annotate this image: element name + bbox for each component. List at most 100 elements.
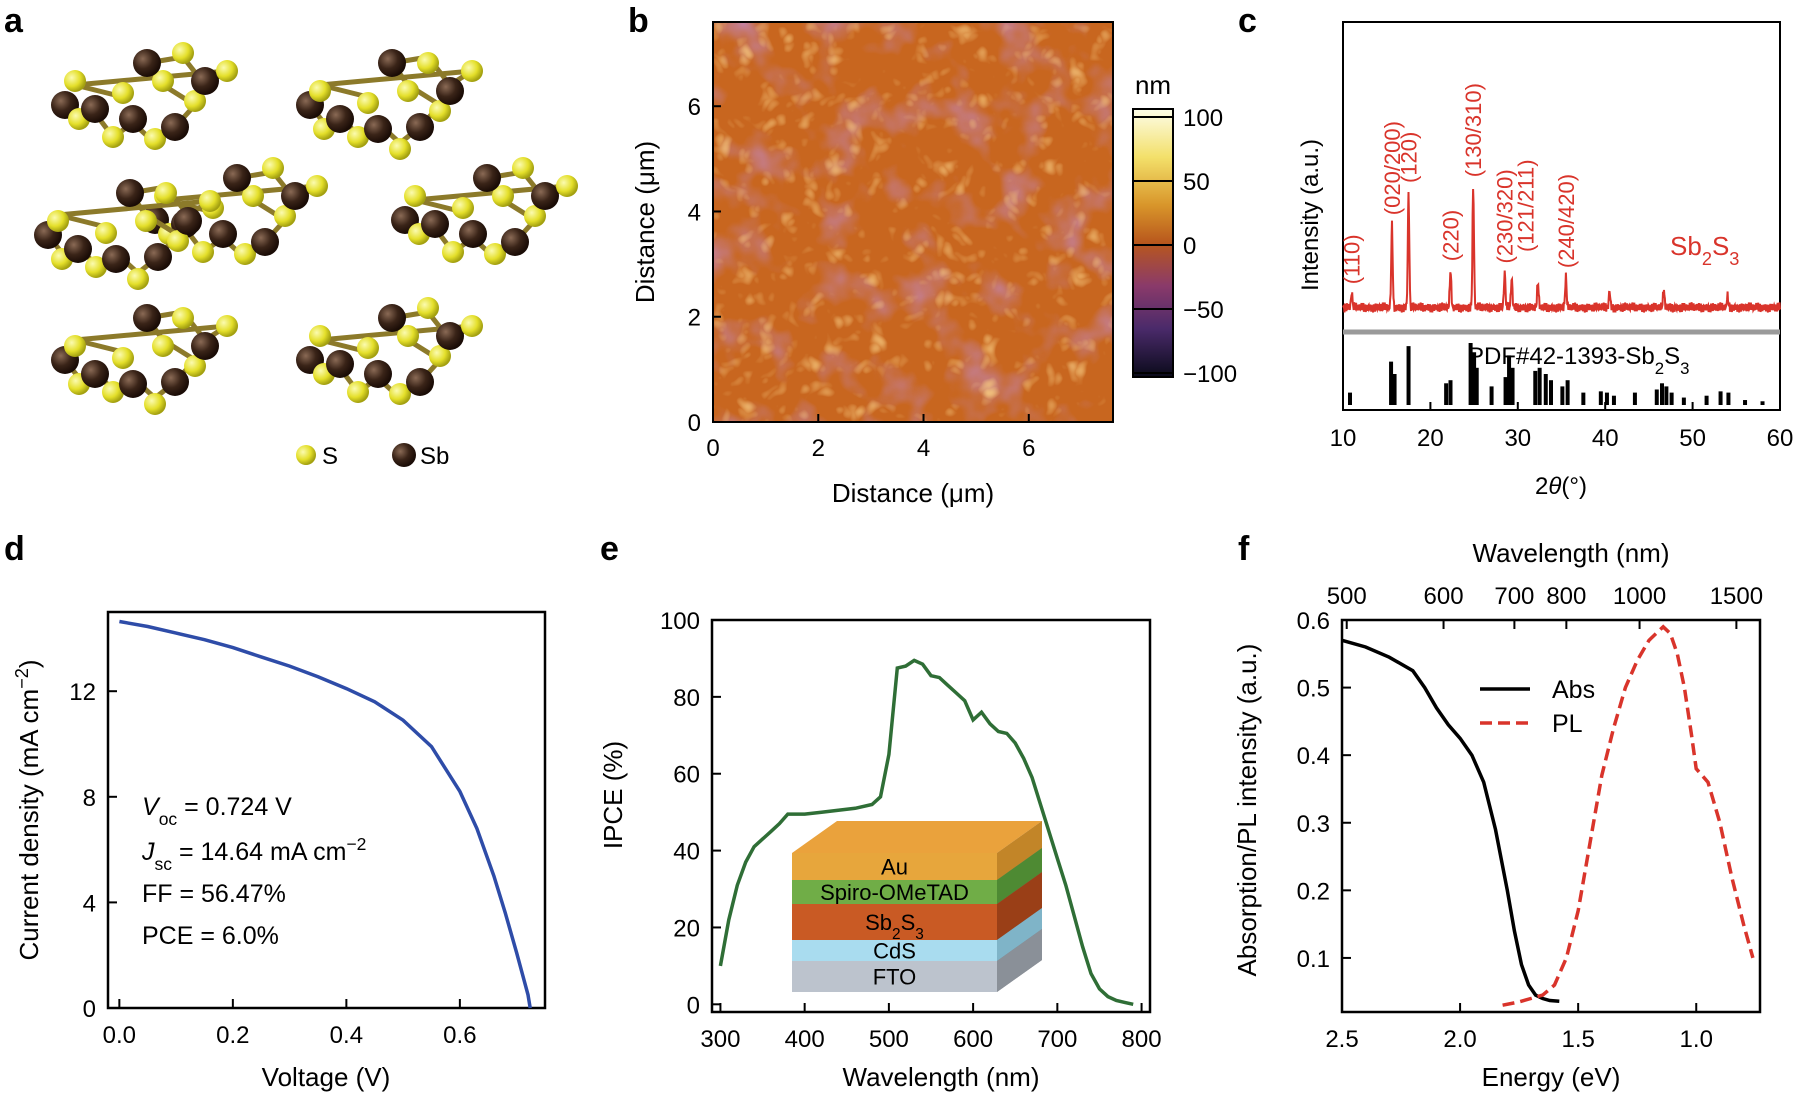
abspl-x2tick-label: 500 [1327,583,1367,610]
s-atom [152,70,174,92]
voc-annotation: Voc = 0.724 V [142,793,292,829]
s-atom [172,307,194,329]
colorbar-ticks: 100 50 0 −50 −100 [1133,105,1237,388]
sb-atom [501,228,529,256]
sb-atom [81,95,109,123]
abspl-ylabel: Absorption/PL intensity (a.u.) [1232,644,1262,977]
afm-texture-light [713,22,1113,422]
sb-atom [144,243,172,271]
s-atom [64,70,86,92]
ipce-chart: 300 400 500 600 700 800 0 20 40 60 80 100 Wavelength… [598,608,1162,1092]
s-atom [347,381,369,403]
s-atom [152,335,174,357]
s-atom [492,185,514,207]
colorbar [1132,108,1174,378]
xrd-sample-trace [1342,188,1781,314]
bond [57,198,211,218]
pl-curve [1502,624,1755,1007]
layer-label: Au [881,855,908,880]
structure-unit [296,49,483,160]
sb-atom [436,322,464,350]
ipce-ytick-label: 20 [673,915,700,942]
jv-ytick-label: 8 [83,785,96,812]
afm-xtick-label: 0 [706,435,719,462]
s-atom [234,243,256,265]
s-atom [262,157,284,179]
s-atom [309,80,331,102]
abspl-x2tick-label: 800 [1546,583,1586,610]
ff-annotation: FF = 56.47% [142,880,286,908]
sb-atom [102,245,130,273]
jv-xlabel: Voltage (V) [262,1062,391,1092]
sb-atom [326,105,354,133]
abspl-x2tick-label: 600 [1424,583,1464,610]
s-atom [556,175,578,197]
legend-s-label: S [322,443,338,470]
abspl-ytick-label: 0.5 [1297,676,1330,703]
s-atom [357,92,379,114]
ipce-ytick-label: 40 [673,839,700,866]
afm-xtick-label: 4 [917,435,930,462]
abs-curve [1341,638,1560,1003]
panel-letter-a: a [4,2,24,40]
xrd-reference-label: PDF#42-1393-Sb2S3 [1468,343,1689,378]
structure-legend: S Sb [296,443,449,470]
jv-chart: 0.0 0.2 0.4 0.6 0 4 8 12 Voc = 0.724 V Jsc = 14.6… [12,610,547,1092]
s-atom [172,42,194,64]
xrd-sample-label: Sb2S3 [1670,231,1739,269]
layer-label: FTO [873,965,917,990]
sb-atom [133,49,161,77]
abspl-ytick-label: 0.6 [1297,608,1330,635]
sb-atom [326,350,354,378]
layer-front [792,880,997,904]
ipce-ytick-label: 0 [687,992,700,1019]
structure-unit [51,42,238,150]
jv-curve [119,619,532,1009]
colorbar-unit: nm [1135,70,1171,100]
s-atom [512,157,534,179]
sb-atom [281,182,309,210]
sb-atom [364,360,392,388]
s-atom [389,138,411,160]
s-atom [452,197,474,219]
abspl-xtick-label: 1.5 [1561,1026,1594,1053]
s-atom [155,182,177,204]
s-atom [442,241,464,263]
abspl-x2label: Wavelength (nm) [1473,538,1670,568]
s-atom [389,383,411,405]
abspl-x2tick-label: 1000 [1613,583,1666,610]
ipce-xlabel: Wavelength (nm) [843,1062,1040,1092]
ipce-xtick-label: 400 [785,1026,825,1053]
jsc-annotation: Jsc = 14.64 mA cm−2 [141,834,366,874]
s-atom [184,90,206,112]
xrd-xlabel: 2θ(°) [1535,473,1587,500]
structure-unit [51,304,238,415]
s-atom [127,268,149,290]
abspl-ytick-label: 0.1 [1297,946,1330,973]
xrd-xtick-label: 60 [1767,425,1794,452]
layer-label: Spiro-OMeTAD [820,880,969,905]
sb-atom [251,228,279,256]
colorbar-tick-label: −100 [1183,361,1237,388]
peak-label: (230/320) [1493,169,1518,263]
s-atom [397,325,419,347]
legend-label-abs: Abs [1552,676,1595,704]
s-atom [216,60,238,82]
abspl-xlabel: Energy (eV) [1482,1062,1621,1092]
s-atom [112,347,134,369]
afm-ylabel: Distance (μm) [630,141,660,303]
s-atom [95,222,117,244]
ipce-frame [710,618,1152,1014]
s-atom [524,205,546,227]
s-atom [404,185,426,207]
s-atom [135,210,157,232]
afm-ytick-label: 6 [688,94,701,121]
abspl-x2tick-label: 700 [1494,583,1534,610]
s-atom [144,393,166,415]
s-atom [357,337,379,359]
legend-sb-atom [392,443,416,467]
